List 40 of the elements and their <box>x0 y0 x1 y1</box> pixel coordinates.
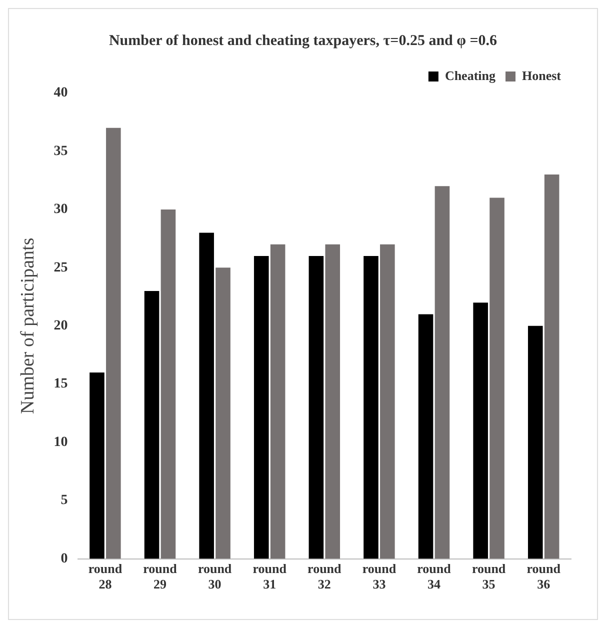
x-tick-label: round 33 <box>362 560 397 592</box>
x-tick-label: round 31 <box>252 560 288 592</box>
bar <box>254 256 269 559</box>
legend-label: Cheating <box>444 68 496 83</box>
y-axis-title: Number of participants <box>17 238 38 414</box>
y-tick-label: 40 <box>54 86 68 101</box>
bar <box>144 290 160 559</box>
y-tick-label: 10 <box>54 434 68 450</box>
bar <box>160 209 176 559</box>
y-tick-label: 0 <box>60 551 68 566</box>
legend-label: Honest <box>522 68 562 83</box>
y-tick-label: 25 <box>54 260 68 276</box>
bar <box>473 302 488 559</box>
x-tick-label: round 34 <box>417 560 452 592</box>
bar <box>270 244 286 559</box>
bar <box>380 244 395 559</box>
bar <box>308 256 324 559</box>
y-tick-label: 15 <box>54 376 68 392</box>
y-tick-label: 35 <box>54 144 68 159</box>
x-tick-label: round 30 <box>198 560 232 592</box>
bar <box>490 198 504 559</box>
bar <box>418 314 434 559</box>
bar <box>528 326 543 559</box>
bar <box>106 128 121 559</box>
bar <box>199 232 214 559</box>
x-tick-label: round 28 <box>88 560 123 592</box>
y-tick-label: 30 <box>54 202 68 218</box>
y-tick-label: 20 <box>54 318 68 334</box>
bar <box>544 174 560 559</box>
x-tick-label: round 35 <box>472 560 506 592</box>
bar <box>90 372 104 559</box>
bar <box>325 244 340 559</box>
y-tick-label: 5 <box>60 493 68 508</box>
bar <box>216 268 230 559</box>
bar <box>434 186 450 559</box>
bar <box>364 256 378 559</box>
x-tick-label: round 29 <box>143 560 178 592</box>
x-tick-label: round 36 <box>526 560 562 592</box>
chart-title: Number of honest and cheating taxpayers, τ=0.25 and φ =0.6 <box>108 33 498 50</box>
x-tick-label: round 32 <box>308 560 342 592</box>
